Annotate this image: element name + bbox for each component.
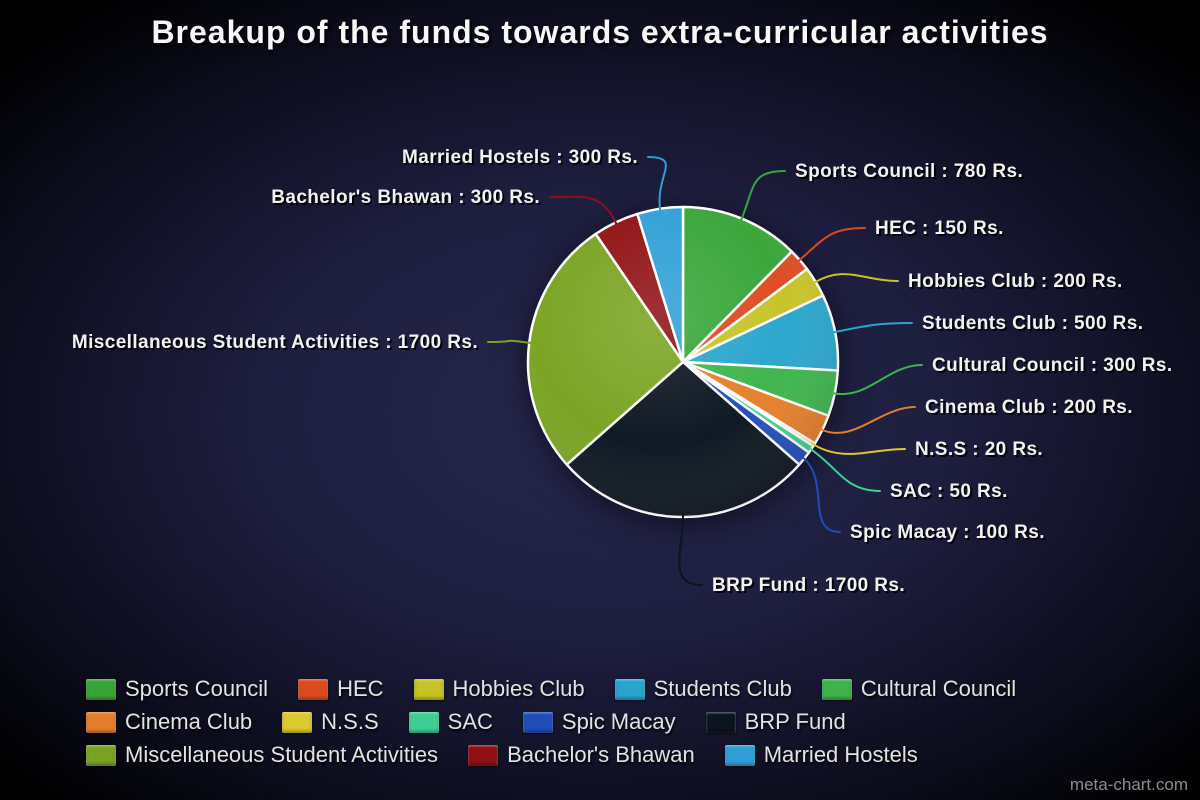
- callout-label-miscellaneous-student-activities: Miscellaneous Student Activities : 1700 …: [72, 332, 478, 353]
- legend-swatch-married-hostels: [724, 744, 755, 766]
- callout-line-cultural-council: [831, 364, 923, 396]
- callout-label-shadow: Miscellaneous Student Activities : 1700 …: [74, 334, 480, 355]
- callout-line-cinema-club: [819, 406, 916, 434]
- legend-item-bachelor-s-bhawan: Bachelor's Bhawan: [468, 742, 695, 768]
- callout-label-shadow: Married Hostels : 300 Rs.: [404, 149, 640, 170]
- callout-label-students-club: Students Club : 500 Rs.: [922, 313, 1143, 334]
- legend-item-sac: SAC: [408, 709, 493, 735]
- callout-label-hec: HEC : 150 Rs.: [875, 218, 1004, 239]
- legend-swatch-cinema-club: [86, 711, 116, 733]
- callout-label-married-hostels: Married Hostels : 300 Rs.: [402, 147, 638, 168]
- callout-lines-group: [487, 156, 923, 586]
- callout-label-shadow: Cultural Council : 300 Rs.: [934, 357, 1175, 378]
- legend-item-brp-fund: BRP Fund: [705, 709, 846, 735]
- callout-line-students-club: [832, 322, 913, 334]
- callout-line-hobbies-club: [812, 273, 899, 284]
- callout-label-sac: SAC : 50 Rs.: [890, 481, 1008, 502]
- callout-line-married-hostels: [647, 156, 667, 212]
- legend-item-cinema-club: Cinema Club: [86, 709, 252, 735]
- callout-label-shadow: Bachelor's Bhawan : 300 Rs.: [273, 189, 542, 210]
- watermark: meta-chart.com: [1069, 775, 1188, 794]
- legend-swatch-spic-macay: [522, 711, 553, 733]
- legend-item-miscellaneous-student-activities: Miscellaneous Student Activities: [86, 742, 438, 768]
- legend-swatch-bachelor-s-bhawan: [468, 744, 499, 766]
- callout-label-n-s-s: N.S.S : 20 Rs.: [915, 439, 1043, 460]
- legend-swatch-sac: [408, 711, 439, 733]
- legend-swatch-brp-fund: [705, 711, 736, 733]
- callout-line-spic-macay: [801, 456, 841, 533]
- callout-labels-group: Sports Council : 780 Rs.Sports Council :…: [72, 147, 1175, 598]
- callout-label-shadow: Sports Council : 780 Rs.: [797, 163, 1025, 184]
- callout-label-shadow: Cinema Club : 200 Rs.: [927, 399, 1135, 420]
- callout-label-shadow: N.S.S : 20 Rs.: [917, 441, 1045, 462]
- legend-swatch-miscellaneous-student-activities: [86, 744, 116, 766]
- callout-label-spic-macay: Spic Macay : 100 Rs.: [850, 522, 1045, 543]
- legend-label: Cultural Council: [860, 676, 1017, 701]
- callout-label-hobbies-club: Hobbies Club : 200 Rs.: [908, 271, 1123, 292]
- callout-label-shadow: BRP Fund : 1700 Rs.: [714, 577, 907, 598]
- callout-label-cultural-council: Cultural Council : 300 Rs.: [932, 355, 1173, 376]
- legend-label: Bachelor's Bhawan: [507, 742, 695, 767]
- legend-label: Spic Macay: [561, 709, 676, 734]
- legend-item-sports-council: Sports Council: [86, 676, 268, 702]
- legend-row: Cinema Club N.S.S SAC Spic Macay BRP Fund: [86, 709, 1156, 735]
- callout-line-miscellaneous-student-activities: [487, 339, 533, 344]
- callout-label-shadow: HEC : 150 Rs.: [877, 220, 1006, 241]
- callout-label-cinema-club: Cinema Club : 200 Rs.: [925, 397, 1133, 418]
- legend-item-students-club: Students Club: [614, 676, 792, 702]
- legend-label: Married Hostels: [763, 742, 918, 767]
- callout-line-sac: [808, 447, 881, 492]
- legend-item-spic-macay: Spic Macay: [522, 709, 676, 735]
- legend-swatch-hobbies-club: [413, 678, 444, 700]
- callout-line-brp-fund: [678, 514, 703, 586]
- legend-item-hobbies-club: Hobbies Club: [413, 676, 585, 702]
- legend-swatch-sports-council: [86, 678, 116, 700]
- callout-line-n-s-s: [811, 442, 906, 455]
- legend-row: Miscellaneous Student Activities Bachelor…: [86, 742, 1156, 768]
- legend-label: Sports Council: [125, 676, 269, 701]
- legend-item-hec: HEC: [298, 676, 384, 702]
- legend-label: HEC: [337, 676, 384, 701]
- callout-label-shadow: Students Club : 500 Rs.: [924, 315, 1145, 336]
- legend-label: Cinema Club: [125, 709, 253, 734]
- legend-row: Sports Council HEC Hobbies Club Students Cl…: [86, 676, 1156, 702]
- legend-swatch-students-club: [614, 678, 645, 700]
- callout-label-shadow: SAC : 50 Rs.: [892, 483, 1010, 504]
- callout-label-shadow: Hobbies Club : 200 Rs.: [910, 273, 1125, 294]
- legend-label: Miscellaneous Student Activities: [125, 742, 439, 767]
- legend-item-cultural-council: Cultural Council: [821, 676, 1017, 702]
- legend-item-married-hostels: Married Hostels: [724, 742, 918, 768]
- callout-label-brp-fund: BRP Fund : 1700 Rs.: [712, 575, 905, 596]
- legend-swatch-n-s-s: [282, 711, 313, 733]
- legend-item-n-s-s: N.S.S: [282, 709, 379, 735]
- chart-title: Breakup of the funds towards extra-curri…: [151, 14, 1049, 50]
- callout-label-shadow: Spic Macay : 100 Rs.: [852, 524, 1047, 545]
- legend-swatch-hec: [298, 678, 329, 700]
- legend-label: N.S.S: [321, 709, 379, 734]
- callout-line-sports-council: [740, 170, 786, 222]
- pie-slices-group: [526, 205, 840, 519]
- callout-line-hec: [797, 227, 866, 263]
- legend-label: BRP Fund: [744, 709, 846, 734]
- callout-line-bachelor-s-bhawan: [549, 195, 618, 226]
- legend-label: Students Club: [653, 676, 792, 701]
- callout-label-bachelor-s-bhawan: Bachelor's Bhawan : 300 Rs.: [271, 187, 540, 208]
- legend-label: SAC: [447, 709, 493, 734]
- legend-swatch-cultural-council: [821, 678, 852, 700]
- callout-label-sports-council: Sports Council : 780 Rs.: [795, 161, 1023, 182]
- legend-label: Hobbies Club: [452, 676, 585, 701]
- chart-legend: Sports Council HEC Hobbies Club Students Cl…: [86, 676, 1156, 775]
